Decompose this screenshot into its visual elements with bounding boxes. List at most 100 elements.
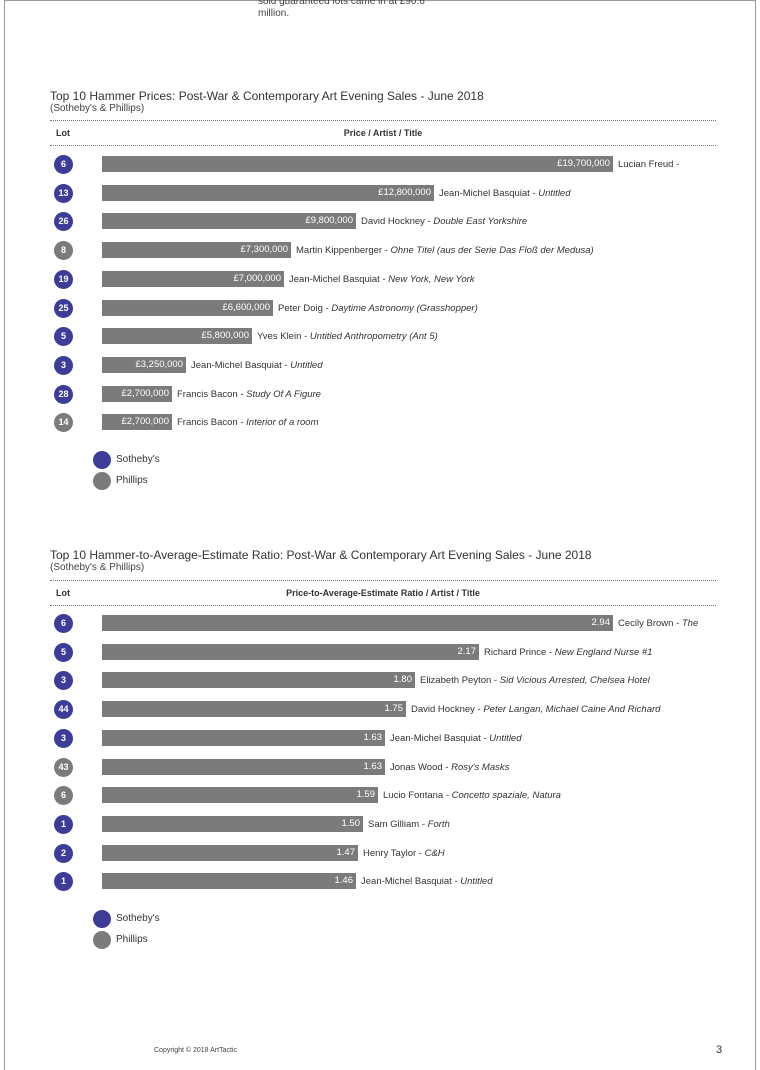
artist-name: Francis Bacon -: [177, 417, 247, 429]
artist-name: Jean-Michel Basquiat -: [390, 732, 490, 744]
legend-label: Sotheby's: [116, 913, 160, 924]
bar-row: 5 £5,800,000 Yves Klein - Untitled Anthrop…: [50, 327, 750, 347]
legend-dot-icon: [93, 472, 111, 490]
bar-value-label: £2,700,000: [121, 416, 169, 428]
bar-row: 3 £3,250,000 Jean-Michel Basquiat - Untitl…: [50, 355, 750, 375]
bar-row: 3 1.63 Jean-Michel Basquiat - Untitled: [50, 728, 750, 748]
lot-badge: 13: [54, 183, 73, 203]
artwork-title: Untitled: [290, 359, 323, 371]
bar-row: 19 £7,000,000 Jean-Michel Basquiat - New Y…: [50, 269, 750, 289]
bar: £7,000,000: [102, 270, 284, 287]
artwork-title: Peter Langan, Michael Caine And Richard: [483, 704, 661, 716]
artist-name: Francis Bacon -: [177, 388, 247, 400]
lot-badge: 2: [54, 843, 73, 863]
chart-subtitle: (Sotheby's & Phillips): [50, 103, 145, 114]
bar-row: 8 £7,300,000 Martin Kippenberger - Ohne Ti…: [50, 241, 750, 261]
bar-artist-title-label: Jean-Michel Basquiat - Untitled: [361, 876, 493, 887]
legend-dot-icon: [93, 451, 111, 469]
artist-name: Martin Kippenberger -: [296, 245, 391, 257]
bar-artist-title-label: Cecily Brown - The: [618, 618, 698, 629]
bar-artist-title-label: Jean-Michel Basquiat - Untitled: [390, 733, 522, 744]
table-header: Lot Price-to-Average-Estimate Ratio / Ar…: [50, 580, 716, 606]
bar-artist-title-label: Yves Klein - Untitled Anthropometry (Ant…: [257, 331, 438, 342]
top-note-line1: sold guaranteed lots came in at £90.6: [258, 0, 425, 7]
bar: 1.75: [102, 701, 406, 718]
bar: 1.80: [102, 672, 415, 689]
lot-badge: 25: [54, 298, 73, 318]
lot-badge: 28: [54, 384, 73, 404]
bar-value-label: £12,800,000: [378, 186, 431, 198]
bar-artist-title-label: Jean-Michel Basquiat - Untitled: [191, 360, 323, 371]
artwork-title: Concetto spaziale, Natura: [451, 790, 561, 802]
artist-name: Jean-Michel Basquiat -: [439, 187, 539, 199]
lot-badge: 44: [54, 700, 73, 720]
lot-badge: 6: [54, 155, 73, 174]
lot-badge: 3: [54, 728, 73, 748]
artwork-title: Ohne Titel (aus der Serie Das Floß der M…: [390, 245, 594, 257]
artist-name: Jonas Wood -: [390, 761, 452, 773]
artist-name: Cecily Brown -: [618, 618, 682, 629]
bar-artist-title-label: Martin Kippenberger - Ohne Titel (aus de…: [296, 245, 594, 256]
bar-row: 14 £2,700,000 Francis Bacon - Interior of …: [50, 413, 750, 433]
bar-value-label: £3,250,000: [135, 358, 183, 370]
bar-artist-title-label: Francis Bacon - Study Of A Figure: [177, 389, 321, 400]
bar-row: 3 1.80 Elizabeth Peyton - Sid Vicious Arre…: [50, 671, 750, 691]
bar: 2.94: [102, 615, 613, 631]
bar-artist-title-label: David Hockney - Double East Yorkshire: [361, 216, 527, 227]
bar: £5,800,000: [102, 328, 252, 345]
legend-dot-icon: [93, 931, 111, 949]
bar-value-label: 2.94: [591, 617, 611, 628]
hammer-prices-chart: Top 10 Hammer Prices: Post-War & Contemp…: [50, 89, 716, 509]
bar-value-label: £7,000,000: [233, 272, 281, 284]
bar-artist-title-label: Lucio Fontana - Concetto spaziale, Natur…: [383, 790, 561, 801]
bar: £6,600,000: [102, 299, 273, 316]
bar-value-label: 1.46: [334, 875, 354, 887]
bar-artist-title-label: Sam Gilliam - Forth: [368, 819, 450, 830]
page-frame: [4, 0, 756, 1070]
bar-value-label: 1.63: [363, 731, 383, 743]
legend-label: Sotheby's: [116, 454, 160, 465]
bar: 1.59: [102, 787, 378, 804]
chart-subtitle: (Sotheby's & Phillips): [50, 562, 145, 573]
header-main: Price / Artist / Title: [343, 128, 423, 138]
artwork-title: Daytime Astronomy (Grasshopper): [331, 302, 478, 314]
artist-name: Peter Doig -: [278, 302, 332, 314]
bar: £2,700,000: [102, 414, 172, 431]
artwork-title: The: [681, 618, 699, 629]
bar-row: 13 £12,800,000 Jean-Michel Basquiat - Unti…: [50, 183, 750, 203]
lot-badge: 43: [54, 757, 73, 777]
lot-badge: 6: [54, 786, 73, 806]
legend-label: Phillips: [116, 475, 148, 486]
legend-label: Phillips: [116, 934, 148, 945]
bar-row: 2 1.47 Henry Taylor - C&H: [50, 843, 750, 863]
artwork-title: Untitled: [489, 732, 522, 744]
artwork-title: Double East Yorkshire: [433, 216, 528, 228]
bar: £12,800,000: [102, 184, 434, 201]
artist-name: Elizabeth Peyton -: [420, 675, 500, 687]
bar-row: 1 1.46 Jean-Michel Basquiat - Untitled: [50, 872, 750, 892]
chart-title: Top 10 Hammer Prices: Post-War & Contemp…: [50, 89, 484, 103]
lot-badge: 14: [54, 413, 73, 433]
bar: £7,300,000: [102, 242, 291, 259]
copyright-text: Copyright © 2018 ArtTactic: [154, 1047, 237, 1054]
bar-value-label: 1.80: [393, 674, 413, 686]
artwork-title: Sid Vicious Arrested, Chelsea Hotel: [499, 675, 650, 687]
bar-row: 25 £6,600,000 Peter Doig - Daytime Astrono…: [50, 298, 750, 318]
lot-badge: 8: [54, 241, 73, 261]
artist-name: Lucian Freud -: [618, 159, 680, 170]
bar-row: 28 £2,700,000 Francis Bacon - Study Of A F…: [50, 384, 750, 404]
bar-artist-title-label: David Hockney - Peter Langan, Michael Ca…: [411, 704, 660, 715]
bar-row: 43 1.63 Jonas Wood - Rosy's Masks: [50, 757, 750, 777]
bar-value-label: 1.75: [384, 703, 404, 715]
artwork-title: New York, New York: [388, 273, 475, 285]
bar-value-label: 2.17: [457, 645, 477, 657]
artwork-title: Rosy's Masks: [451, 761, 510, 773]
bar-row: 6 £19,700,000 Lucian Freud -: [50, 155, 750, 174]
bar-row: 26 £9,800,000 David Hockney - Double East …: [50, 212, 750, 232]
artist-name: David Hockney -: [411, 704, 484, 716]
bar: 1.63: [102, 758, 385, 775]
chart-title: Top 10 Hammer-to-Average-Estimate Ratio:…: [50, 548, 592, 562]
lot-badge: 3: [54, 671, 73, 691]
artist-name: Jean-Michel Basquiat -: [361, 876, 461, 888]
bar: £9,800,000: [102, 213, 356, 230]
